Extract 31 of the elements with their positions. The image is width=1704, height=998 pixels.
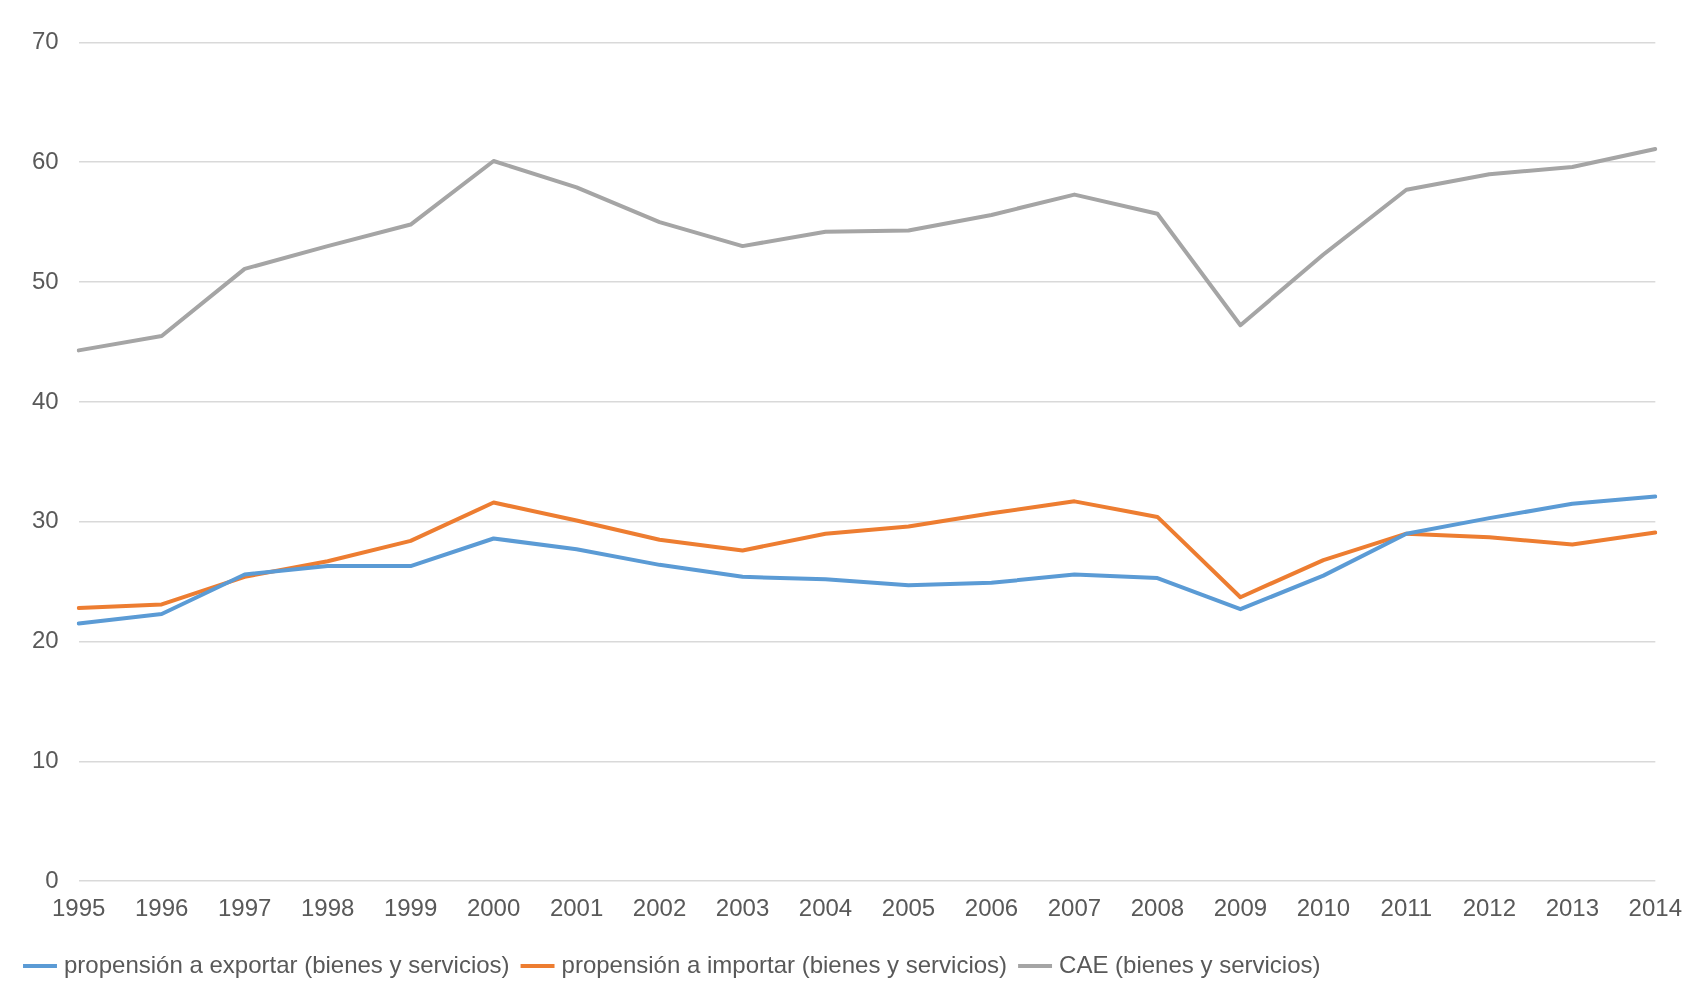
x-tick-label: 1997 bbox=[217, 894, 272, 922]
y-tick-label: 70 bbox=[31, 27, 59, 55]
legend-label: propensión a importar (bienes y servicios) bbox=[561, 950, 1008, 978]
x-tick-label: 2009 bbox=[1213, 894, 1268, 922]
x-tick-label: 1998 bbox=[300, 894, 355, 922]
y-tick-label: 10 bbox=[31, 746, 59, 773]
x-tick-label: 1995 bbox=[52, 894, 106, 922]
x-tick-label: 2010 bbox=[1296, 894, 1351, 922]
legend-label: propensión a exportar (bienes y servicios) bbox=[64, 950, 510, 978]
x-tick-label: 2007 bbox=[1047, 894, 1102, 922]
x-tick-label: 1996 bbox=[134, 894, 189, 922]
x-tick-label: 2005 bbox=[881, 894, 936, 922]
x-tick-label: 2001 bbox=[549, 894, 604, 922]
y-tick-label: 60 bbox=[31, 146, 59, 174]
x-tick-label: 2002 bbox=[632, 894, 687, 922]
y-tick-label: 40 bbox=[31, 386, 59, 414]
x-tick-label: 2008 bbox=[1130, 894, 1185, 922]
x-tick-label: 2012 bbox=[1462, 894, 1517, 922]
x-tick-label: 2011 bbox=[1380, 894, 1433, 922]
x-tick-label: 2003 bbox=[715, 894, 770, 922]
y-tick-label: 0 bbox=[45, 865, 59, 893]
legend-label: CAE (bienes y servicios) bbox=[1059, 950, 1321, 978]
x-tick-label: 2004 bbox=[798, 894, 853, 922]
y-tick-label: 30 bbox=[31, 506, 59, 534]
x-tick-label: 2000 bbox=[466, 894, 521, 922]
x-tick-label: 2013 bbox=[1545, 894, 1600, 922]
x-tick-label: 1999 bbox=[383, 894, 438, 922]
y-tick-label: 50 bbox=[31, 266, 59, 294]
y-tick-label: 20 bbox=[31, 626, 59, 654]
x-tick-label: 2014 bbox=[1628, 894, 1682, 922]
x-tick-label: 2006 bbox=[964, 894, 1019, 922]
